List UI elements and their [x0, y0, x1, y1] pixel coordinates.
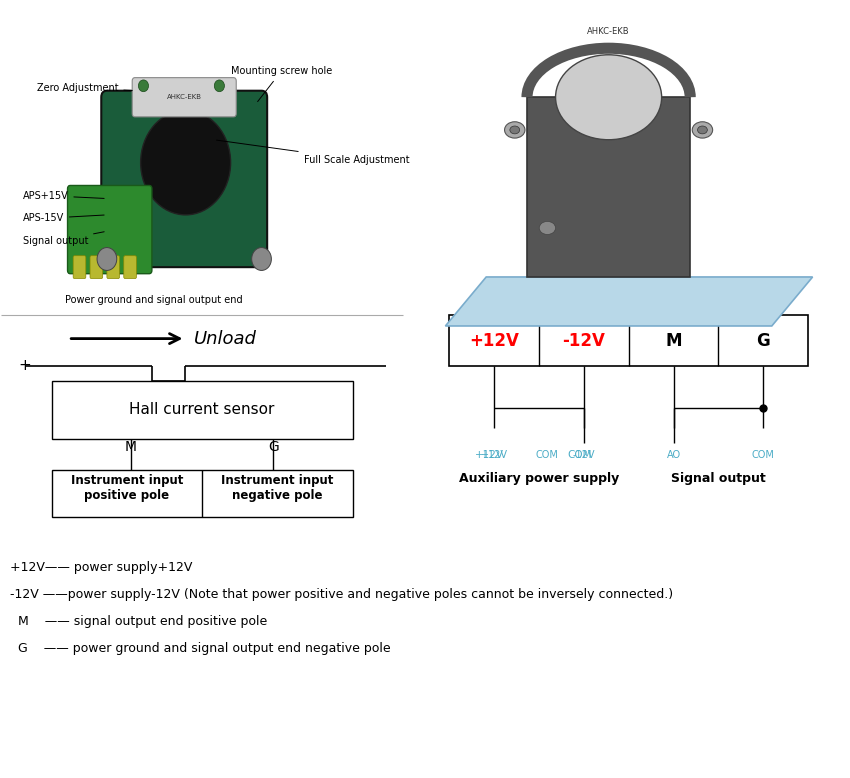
Text: Auxiliary power supply: Auxiliary power supply: [458, 471, 619, 485]
Text: +12V: +12V: [469, 331, 518, 349]
FancyBboxPatch shape: [67, 185, 152, 274]
Circle shape: [103, 249, 116, 265]
Text: AHKC-EKB: AHKC-EKB: [587, 27, 630, 37]
Circle shape: [97, 247, 116, 271]
Circle shape: [214, 80, 224, 92]
Circle shape: [698, 126, 707, 134]
Circle shape: [140, 110, 230, 215]
FancyBboxPatch shape: [101, 91, 267, 267]
Text: Zero Adjustment: Zero Adjustment: [37, 82, 133, 93]
FancyBboxPatch shape: [124, 256, 136, 279]
Text: G: G: [268, 440, 279, 454]
FancyBboxPatch shape: [90, 256, 103, 279]
Polygon shape: [445, 277, 813, 326]
Polygon shape: [527, 97, 690, 277]
Text: Signal output: Signal output: [672, 471, 766, 485]
Circle shape: [510, 126, 519, 134]
Text: COM: COM: [752, 450, 775, 460]
Text: Signal output: Signal output: [23, 232, 105, 247]
Text: +12V: +12V: [480, 450, 507, 460]
Text: M    —— signal output end positive pole: M —— signal output end positive pole: [9, 615, 267, 628]
FancyBboxPatch shape: [133, 78, 236, 117]
FancyBboxPatch shape: [107, 256, 120, 279]
Circle shape: [505, 122, 525, 138]
Circle shape: [252, 247, 271, 271]
Circle shape: [254, 249, 269, 265]
Text: -12V ——power supply-12V (Note that power positive and negative poles cannot be i: -12V ——power supply-12V (Note that power…: [9, 588, 673, 601]
Text: Instrument input
positive pole: Instrument input positive pole: [71, 475, 183, 503]
Text: Mounting screw hole: Mounting screw hole: [230, 66, 332, 102]
Circle shape: [139, 80, 149, 92]
Text: Instrument input
negative pole: Instrument input negative pole: [221, 475, 333, 503]
Text: APS+15V: APS+15V: [23, 191, 105, 201]
Circle shape: [556, 54, 661, 140]
Text: Full Scale Adjustment: Full Scale Adjustment: [217, 140, 410, 165]
Text: G    —— power ground and signal output end negative pole: G —— power ground and signal output end …: [9, 642, 390, 655]
Text: -12V: -12V: [562, 331, 605, 349]
FancyBboxPatch shape: [73, 256, 86, 279]
Text: Power ground and signal output end: Power ground and signal output end: [65, 295, 242, 305]
Text: COM: COM: [536, 450, 558, 460]
Text: APS-15V: APS-15V: [23, 213, 105, 223]
Circle shape: [692, 122, 712, 138]
Bar: [449, 315, 808, 366]
Text: AHKC-EKB: AHKC-EKB: [167, 94, 201, 100]
Text: +12V—— power supply+12V: +12V—— power supply+12V: [9, 561, 192, 574]
Text: +12V: +12V: [475, 450, 504, 460]
Text: Unload: Unload: [194, 330, 257, 348]
Text: +: +: [18, 358, 31, 373]
Text: AO: AO: [666, 450, 681, 460]
Text: Hall current sensor: Hall current sensor: [129, 401, 275, 417]
Text: M: M: [125, 440, 137, 454]
Text: G: G: [756, 331, 770, 349]
Bar: [52, 471, 353, 517]
Text: COM: COM: [567, 450, 592, 460]
Bar: [52, 381, 353, 440]
Circle shape: [539, 222, 556, 234]
Text: -12V: -12V: [572, 450, 595, 460]
Text: M: M: [666, 331, 682, 349]
